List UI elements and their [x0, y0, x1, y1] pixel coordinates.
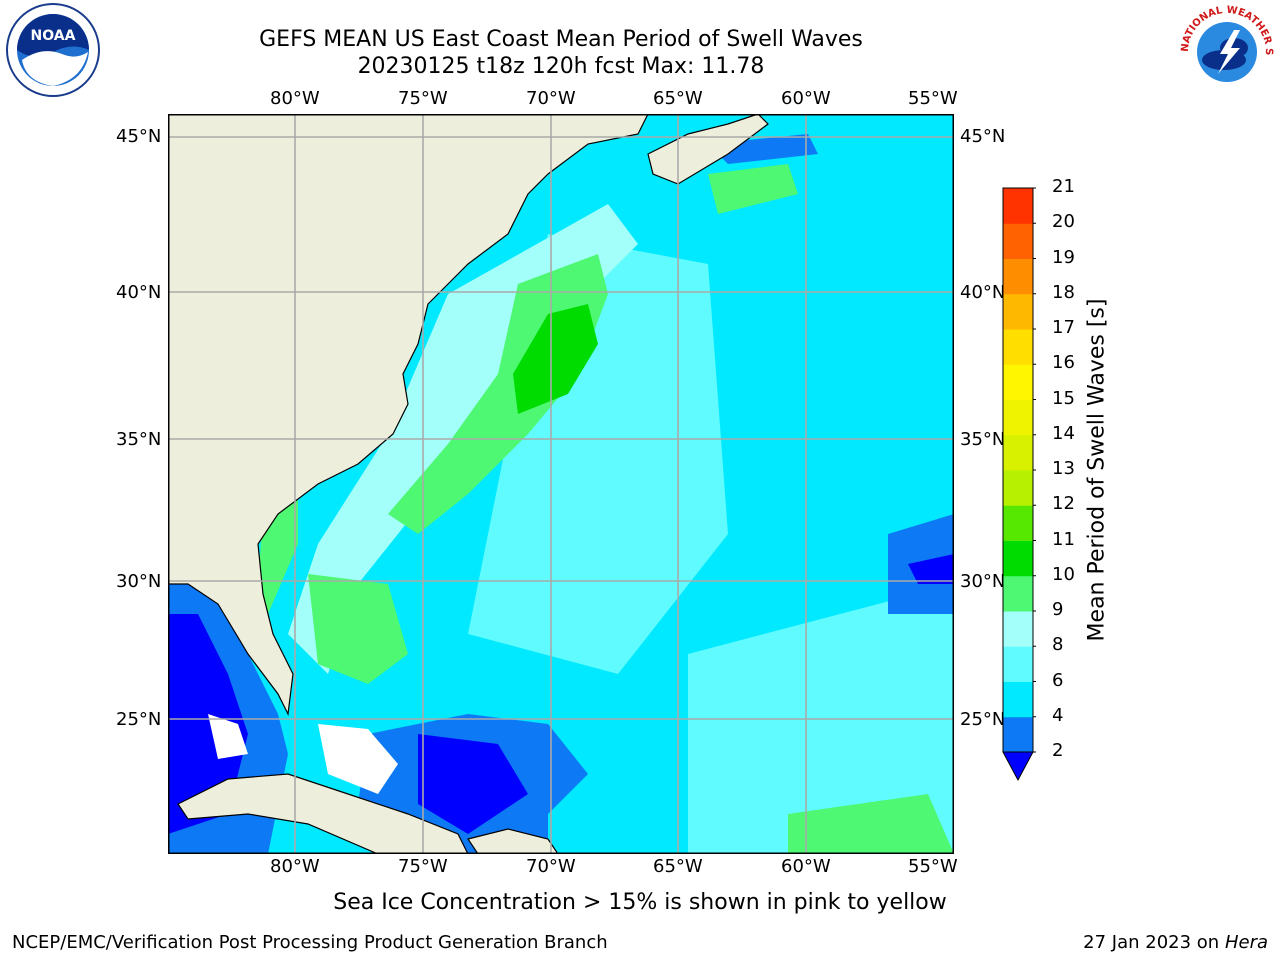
colorbar-tick-label: 4 [1052, 705, 1063, 726]
colorbar-band [1003, 576, 1033, 612]
colorbar-tick-label: 12 [1052, 493, 1075, 514]
colorbar-tick-label: 18 [1052, 282, 1075, 303]
swell-period-map [168, 114, 954, 854]
colorbar-band [1003, 329, 1033, 365]
colorbar [1000, 186, 1036, 784]
colorbar-band [1003, 505, 1033, 541]
colorbar-tick-label: 20 [1052, 211, 1075, 232]
lat-label-right-30n: 30°N [960, 571, 1005, 592]
colorbar-band [1003, 717, 1033, 753]
colorbar-tick-label: 2 [1052, 740, 1063, 761]
colorbar-band [1003, 400, 1033, 436]
colorbar-band [1003, 259, 1033, 295]
map-title: GEFS MEAN US East Coast Mean Period of S… [0, 27, 1122, 52]
svg-text:NOAA: NOAA [31, 28, 76, 44]
colorbar-tick-label: 17 [1052, 317, 1075, 338]
colorbar-tick-label: 19 [1052, 247, 1075, 268]
lat-label-right-25n: 25°N [960, 709, 1005, 730]
lon-label-bottom-70w: 70°W [526, 856, 576, 877]
colorbar-tick-label: 21 [1052, 176, 1075, 197]
lat-label-left-25n: 25°N [116, 709, 161, 730]
lon-label-top-75w: 75°W [398, 88, 448, 109]
footer-host: Hera [1225, 932, 1268, 953]
colorbar-band [1003, 682, 1033, 718]
lat-label-right-45n: 45°N [960, 126, 1005, 147]
colorbar-band [1003, 188, 1033, 224]
footer-date-text: 27 Jan 2023 on [1083, 932, 1219, 953]
colorbar-label: Mean Period of Swell Waves [s] [1085, 299, 1110, 642]
lat-label-left-45n: 45°N [116, 126, 161, 147]
colorbar-under-arrow [1003, 752, 1033, 780]
colorbar-band [1003, 294, 1033, 330]
lon-label-bottom-80w: 80°W [270, 856, 320, 877]
colorbar-tick-label: 8 [1052, 634, 1063, 655]
lon-label-top-70w: 70°W [526, 88, 576, 109]
colorbar-tick-label: 10 [1052, 564, 1075, 585]
colorbar-tick-label: 13 [1052, 458, 1075, 479]
colorbar-tick-label: 9 [1052, 599, 1063, 620]
sea-ice-caption: Sea Ice Concentration > 15% is shown in … [0, 890, 1280, 915]
colorbar-band [1003, 223, 1033, 259]
lon-label-bottom-60w: 60°W [781, 856, 831, 877]
colorbar-tick-label: 14 [1052, 423, 1075, 444]
lon-label-top-55w: 55°W [908, 88, 958, 109]
footer-date: 27 Jan 2023 on Hera [1083, 932, 1268, 953]
lon-label-top-60w: 60°W [781, 88, 831, 109]
lon-label-bottom-65w: 65°W [653, 856, 703, 877]
colorbar-tick-label: 6 [1052, 670, 1063, 691]
colorbar-band [1003, 435, 1033, 471]
lat-label-left-40n: 40°N [116, 282, 161, 303]
lat-label-right-35n: 35°N [960, 429, 1005, 450]
noaa-logo-icon: NOAA [2, 2, 104, 98]
footer-credit: NCEP/EMC/Verification Post Processing Pr… [12, 932, 608, 953]
colorbar-band [1003, 470, 1033, 506]
lon-label-top-80w: 80°W [270, 88, 320, 109]
map-subtitle: 20230125 t18z 120h fcst Max: 11.78 [0, 54, 1122, 79]
lon-label-top-65w: 65°W [653, 88, 703, 109]
colorbar-tick-label: 16 [1052, 352, 1075, 373]
colorbar-tick-label: 15 [1052, 388, 1075, 409]
national-weather-service-logo-icon: NATIONAL WEATHER SERVICE [1176, 2, 1278, 98]
lat-label-left-35n: 35°N [116, 429, 161, 450]
lat-label-left-30n: 30°N [116, 571, 161, 592]
colorbar-band [1003, 611, 1033, 647]
lon-label-bottom-55w: 55°W [908, 856, 958, 877]
colorbar-band [1003, 364, 1033, 400]
lat-label-right-40n: 40°N [960, 282, 1005, 303]
lon-label-bottom-75w: 75°W [398, 856, 448, 877]
colorbar-band [1003, 541, 1033, 577]
colorbar-tick-label: 11 [1052, 529, 1075, 550]
colorbar-band [1003, 646, 1033, 682]
